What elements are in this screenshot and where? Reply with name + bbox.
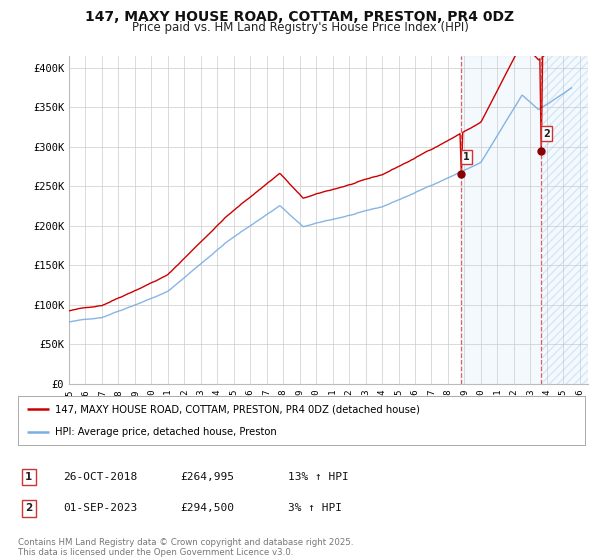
Text: 2: 2: [25, 503, 32, 514]
Text: £294,500: £294,500: [180, 503, 234, 514]
Text: 13% ↑ HPI: 13% ↑ HPI: [288, 472, 349, 482]
Text: £264,995: £264,995: [180, 472, 234, 482]
Text: 2: 2: [543, 129, 550, 139]
Text: 147, MAXY HOUSE ROAD, COTTAM, PRESTON, PR4 0DZ (detached house): 147, MAXY HOUSE ROAD, COTTAM, PRESTON, P…: [55, 404, 420, 414]
Text: HPI: Average price, detached house, Preston: HPI: Average price, detached house, Pres…: [55, 427, 277, 437]
Bar: [541, 56, 588, 384]
Bar: [461, 56, 588, 384]
Text: 1: 1: [463, 152, 470, 162]
Text: 3% ↑ HPI: 3% ↑ HPI: [288, 503, 342, 514]
Text: 147, MAXY HOUSE ROAD, COTTAM, PRESTON, PR4 0DZ: 147, MAXY HOUSE ROAD, COTTAM, PRESTON, P…: [85, 10, 515, 24]
Text: 26-OCT-2018: 26-OCT-2018: [63, 472, 137, 482]
Text: Contains HM Land Registry data © Crown copyright and database right 2025.
This d: Contains HM Land Registry data © Crown c…: [18, 538, 353, 557]
Bar: [541, 56, 588, 384]
Text: Price paid vs. HM Land Registry's House Price Index (HPI): Price paid vs. HM Land Registry's House …: [131, 21, 469, 34]
Text: 01-SEP-2023: 01-SEP-2023: [63, 503, 137, 514]
Text: 1: 1: [25, 472, 32, 482]
